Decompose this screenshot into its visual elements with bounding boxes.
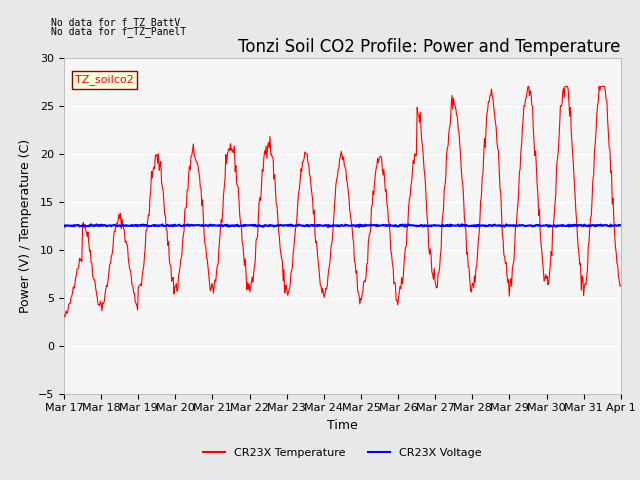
Y-axis label: Power (V) / Temperature (C): Power (V) / Temperature (C) [19, 139, 33, 312]
Text: TZ_soilco2: TZ_soilco2 [75, 74, 134, 85]
Legend: CR23X Temperature, CR23X Voltage: CR23X Temperature, CR23X Voltage [198, 443, 486, 462]
X-axis label: Time: Time [327, 419, 358, 432]
Text: No data for f_TZ_BattV: No data for f_TZ_BattV [51, 17, 180, 28]
Text: No data for f_TZ_PanelT: No data for f_TZ_PanelT [51, 26, 186, 37]
Text: Tonzi Soil CO2 Profile: Power and Temperature: Tonzi Soil CO2 Profile: Power and Temper… [239, 38, 621, 56]
